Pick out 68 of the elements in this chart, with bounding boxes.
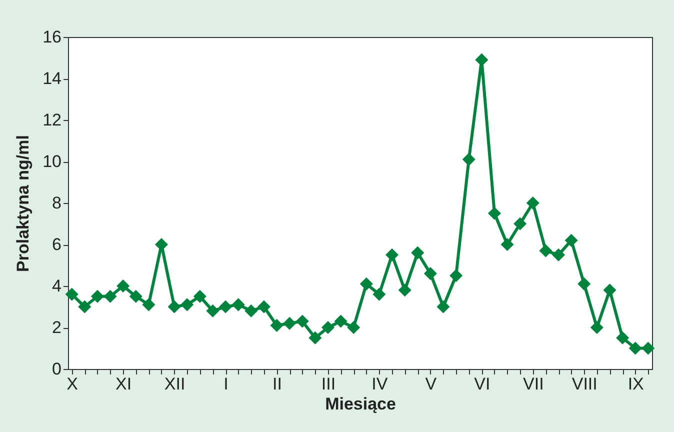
point (129, 290, 142, 303)
x-axis-title: Miesiące (325, 394, 396, 414)
point (514, 217, 527, 230)
point (116, 279, 130, 293)
point (270, 318, 284, 332)
point (321, 320, 334, 334)
x-tick-label: VIII (572, 374, 598, 394)
y-tick-label: 6 (52, 235, 62, 254)
point (564, 234, 578, 247)
x-tick-label: XII (164, 374, 186, 394)
point (244, 304, 258, 318)
point (488, 206, 501, 220)
x-tick-label: III (321, 374, 336, 394)
x-tick-label: X (66, 374, 78, 394)
point (168, 300, 181, 314)
y-tick-label: 8 (52, 194, 62, 212)
point (65, 288, 78, 301)
point (642, 342, 655, 355)
point (411, 246, 424, 260)
x-tick-label: IV (372, 374, 388, 394)
point (308, 331, 322, 344)
point (90, 290, 104, 303)
point (206, 304, 220, 318)
point (360, 277, 373, 290)
point (257, 300, 270, 314)
x-tick-label: VII (522, 374, 544, 394)
point (283, 316, 296, 330)
point (219, 300, 232, 314)
y-tick-label: 12 (42, 110, 62, 130)
y-tick-label: 16 (42, 28, 62, 46)
point (590, 320, 604, 334)
point (436, 300, 450, 314)
y-axis-title: Prolaktyna ng/ml (14, 135, 33, 272)
point (104, 290, 117, 303)
x-tick-label: II (272, 374, 282, 394)
point (462, 152, 476, 166)
point (500, 238, 514, 252)
point (334, 314, 348, 328)
point (193, 290, 206, 303)
x-tick-label: V (425, 374, 438, 394)
point (475, 53, 488, 66)
point (578, 277, 591, 290)
point (78, 300, 92, 314)
x-tick-label: IX (628, 374, 644, 394)
point (372, 288, 386, 301)
y-tick-label: 2 (52, 318, 62, 337)
point (526, 196, 540, 210)
point (386, 248, 399, 262)
point (539, 244, 552, 258)
point (398, 284, 412, 297)
point (628, 342, 642, 355)
point (180, 298, 194, 312)
y-tick-label: 14 (42, 69, 62, 88)
point (603, 284, 616, 297)
y-tick-label: 4 (52, 276, 62, 296)
point (450, 269, 463, 282)
y-tick-label: 10 (42, 152, 62, 171)
point (232, 298, 245, 312)
x-tick-label: VI (474, 374, 490, 394)
point (424, 267, 437, 280)
x-tick-label: XI (116, 374, 132, 394)
point (142, 298, 156, 312)
point (552, 248, 566, 262)
x-tick-label: I (224, 374, 228, 394)
point (296, 314, 309, 328)
y-tick-label: 0 (52, 360, 62, 378)
point (347, 320, 360, 334)
point (616, 331, 630, 344)
